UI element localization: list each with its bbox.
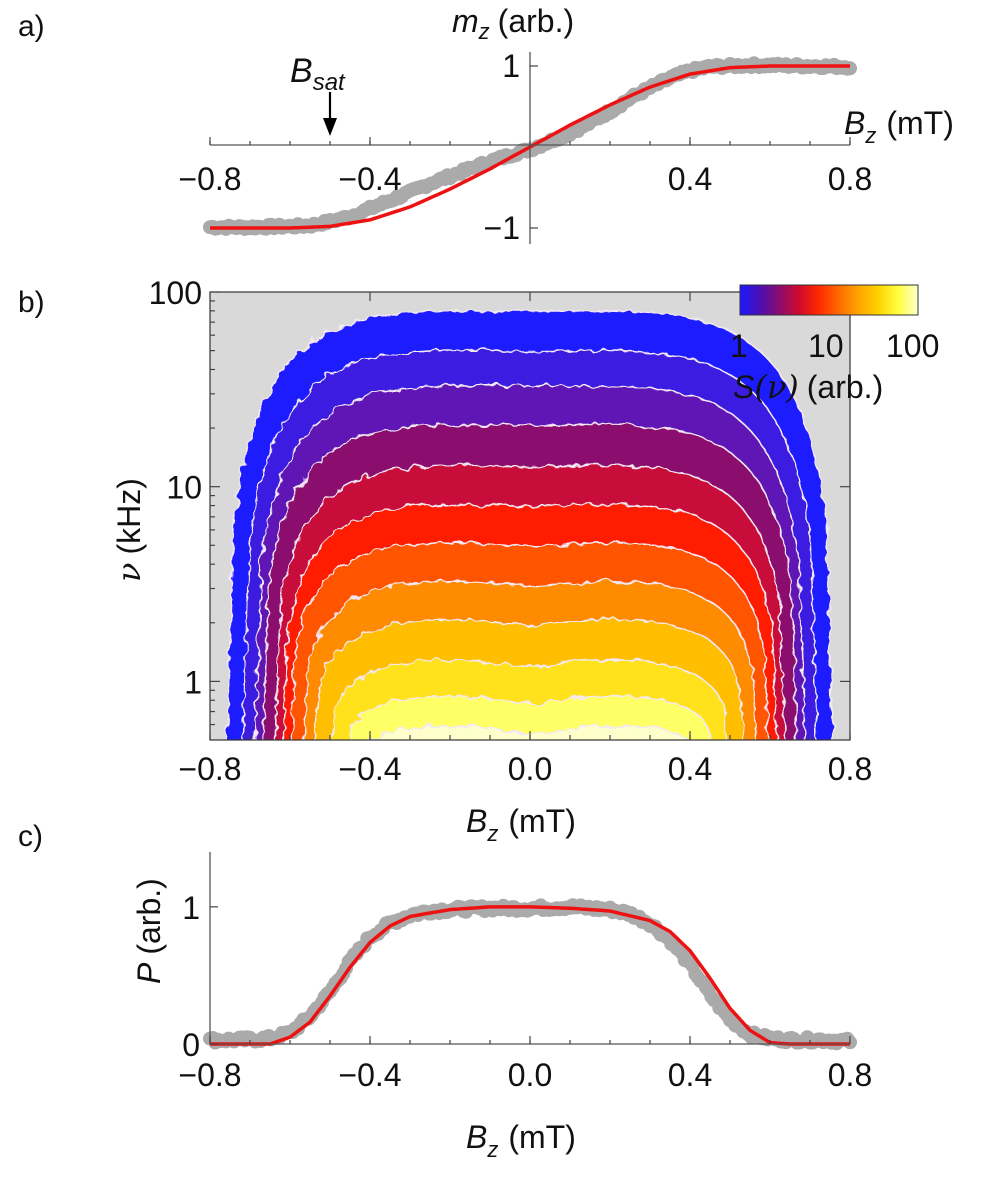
panel-b-x-title-var: B (466, 803, 487, 839)
colorbar-tick-100: 100 (886, 328, 939, 364)
panel-a-ytick-label: −1 (484, 210, 520, 246)
contour-level-12 (369, 724, 691, 740)
bsat-var: B (290, 52, 313, 90)
panel-b-xtick-label: 0.4 (668, 751, 712, 787)
colorbar-label-arg: (ν) (754, 368, 798, 406)
panel-label-b: b) (18, 286, 45, 319)
colorbar-tick-10: 10 (808, 328, 844, 364)
panel-label-a: a) (18, 10, 45, 43)
colorbar: 1 10 100 S(ν) (arb.) (730, 284, 939, 406)
panel-c-y-title-var: P (131, 962, 167, 984)
panel-c-x-title: Bz (mT) (466, 1119, 576, 1162)
panel-b-spectrum: −0.8 −0.4 0.0 0.4 0.8 1 10 100 1 10 100 S(ν) (ar… (110, 275, 939, 846)
panel-label-c: c) (18, 820, 43, 853)
panel-c-data-layer (203, 898, 857, 1051)
bsat-arrow (323, 92, 337, 136)
panel-a-data-point (843, 61, 857, 76)
panel-b-xtick-label: −0.8 (178, 751, 241, 787)
panel-a-ytick-label: 1 (502, 48, 520, 84)
colorbar-label-unit: (arb.) (807, 369, 883, 405)
panel-a-y-title-unit: (arb.) (498, 3, 574, 39)
panel-a-xtick-label: 0.8 (828, 161, 872, 197)
panel-c-ytick-label: 1 (182, 890, 200, 926)
panel-b-y-title-var: ν (110, 563, 148, 582)
panel-a-y-title: mz (arb.) (452, 3, 574, 44)
panel-c-xtick-label: −0.8 (178, 1057, 241, 1093)
colorbar-tick-1: 1 (730, 328, 748, 364)
panel-c-xtick-label: 0.4 (668, 1057, 712, 1093)
panel-c-x-title-unit: (mT) (508, 1119, 576, 1155)
panel-c-power: −0.8 −0.4 0.0 0.4 0.8 0 1 Bz (mT) P (arb.) (131, 852, 872, 1162)
panel-a-xtick-label: 0.4 (668, 161, 712, 197)
panel-a-magnetization: −0.8 −0.4 0.4 0.8−11 mz (arb.) Bz (mT) Bsat (178, 3, 953, 246)
panel-c-fit-line (210, 905, 850, 1046)
panel-b-x-title-sub: z (486, 821, 498, 846)
panel-c-x-title-sub: z (486, 1137, 498, 1162)
panel-a-x-title-var: B (844, 105, 865, 141)
panel-a-x-title-sub: z (864, 123, 876, 148)
panel-c-xtick-label: 0.8 (828, 1057, 872, 1093)
panel-a-xtick-label: −0.4 (338, 161, 401, 197)
panel-c-ticks: −0.8 −0.4 0.0 0.4 0.8 0 1 (178, 890, 872, 1093)
panel-a-y-title-sub: z (478, 19, 490, 44)
panel-a-x-title: Bz (mT) (844, 105, 954, 148)
panel-a-ticks: −0.8 −0.4 0.4 0.8 −1 1 (178, 48, 872, 246)
colorbar-bar (739, 284, 919, 316)
panel-a-xtick-label: −0.8 (178, 161, 241, 197)
panel-c-x-title-var: B (466, 1119, 487, 1155)
panel-a-measured-series (203, 56, 857, 236)
bsat-sub: sat (313, 69, 346, 96)
panel-c-xtick-label: −0.4 (338, 1057, 401, 1093)
panel-b-ytick-label: 10 (166, 470, 202, 506)
bsat-annotation: Bsat (290, 52, 346, 96)
panel-b-ticks: −0.8 −0.4 0.0 0.4 0.8 1 10 100 (149, 275, 873, 787)
panel-c-y-title-unit: (arb.) (131, 878, 167, 954)
colorbar-label: S(ν) (arb.) (733, 368, 883, 406)
panel-b-xtick-label: 0.8 (828, 751, 872, 787)
panel-a-x-title-unit: (mT) (886, 105, 954, 141)
panel-b-ytick-label: 1 (184, 664, 202, 700)
panel-c-y-title: P (arb.) (131, 878, 167, 984)
panel-c-ytick-label: 0 (182, 1027, 200, 1063)
panel-b-x-title-unit: (mT) (508, 803, 576, 839)
panel-a-y-title-var: m (452, 3, 479, 39)
panel-b-xtick-label: −0.4 (338, 751, 401, 787)
panel-b-y-title-unit: (kHz) (111, 478, 147, 554)
panel-b-ytick-label: 100 (149, 275, 202, 311)
panel-a-data-layer (203, 56, 857, 236)
colorbar-label-var: S (733, 369, 754, 405)
heatmap-contours (226, 310, 834, 740)
panel-b-xtick-label: 0.0 (508, 751, 552, 787)
panel-b-x-title: Bz (mT) (466, 803, 576, 846)
panel-b-y-title: ν (kHz) (110, 478, 148, 582)
panel-c-xtick-label: 0.0 (508, 1057, 552, 1093)
